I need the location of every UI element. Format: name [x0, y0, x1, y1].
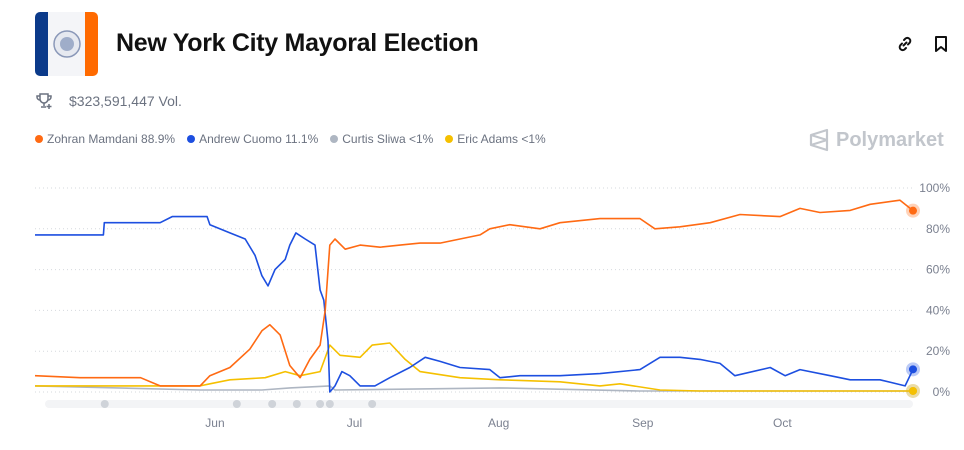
- event-marker: [232, 400, 241, 408]
- x-tick-label: Jul: [347, 416, 362, 430]
- y-tick-label: 0%: [933, 385, 951, 399]
- event-marker: [292, 400, 301, 408]
- polymarket-logo-icon: [809, 128, 829, 152]
- legend-label: Curtis Sliwa <1%: [342, 132, 434, 146]
- endpoint-marker: [909, 206, 917, 215]
- trophy-icon: [35, 92, 53, 115]
- endpoint-marker: [909, 365, 917, 374]
- series-line-zohran-mamdani: [34, 199, 914, 387]
- event-marker: [100, 400, 109, 408]
- event-marker: [325, 400, 334, 408]
- legend-dot: [330, 135, 339, 143]
- polymarket-brand: Polymarket: [808, 128, 944, 152]
- y-tick-label: 80%: [926, 222, 950, 236]
- legend-item[interactable]: Andrew Cuomo 11.1%: [187, 132, 318, 146]
- endpoint-marker: [909, 386, 917, 395]
- legend-label: Eric Adams <1%: [457, 132, 546, 146]
- y-tick-label: 40%: [926, 303, 950, 317]
- series-line-andrew-cuomo: [35, 215, 914, 393]
- bookmark-icon[interactable]: [931, 34, 951, 54]
- y-tick-label: 100%: [919, 181, 950, 195]
- legend-dot: [35, 135, 43, 143]
- legend-label: Andrew Cuomo 11.1%: [199, 132, 319, 146]
- y-tick-label: 20%: [926, 344, 950, 358]
- price-history-chart[interactable]: 100% 80% 60% 40% 20% 0% Jun Jul Aug Sep Oct: [0, 170, 964, 440]
- nyc-seal-icon: [52, 30, 81, 58]
- x-tick-label: Aug: [488, 416, 509, 430]
- legend-dot: [445, 135, 454, 143]
- legend-item[interactable]: Zohran Mamdani 88.9%: [35, 132, 175, 146]
- volume-text: $323,591,447 Vol.: [69, 93, 182, 109]
- event-marker: [368, 400, 377, 408]
- y-tick-label: 60%: [926, 263, 950, 277]
- event-marker: [316, 400, 325, 408]
- legend-item[interactable]: Eric Adams <1%: [445, 132, 546, 146]
- legend-label: Zohran Mamdani 88.9%: [47, 132, 176, 146]
- chart-legend: Zohran Mamdani 88.9% Andrew Cuomo 11.1% Cu…: [35, 132, 546, 146]
- market-logo-nyc-flag: [35, 12, 98, 76]
- legend-dot: [187, 135, 196, 143]
- timeline-scrubber-track: [45, 400, 913, 408]
- legend-item[interactable]: Curtis Sliwa <1%: [330, 132, 433, 146]
- x-tick-label: Sep: [632, 416, 654, 430]
- series-line-eric-adams: [35, 342, 913, 392]
- x-tick-label: Oct: [773, 416, 792, 430]
- page-title: New York City Mayoral Election: [116, 29, 479, 57]
- link-icon[interactable]: [895, 34, 915, 54]
- brand-name: Polymarket: [836, 128, 944, 151]
- event-marker: [268, 400, 277, 408]
- x-tick-label: Jun: [205, 416, 224, 430]
